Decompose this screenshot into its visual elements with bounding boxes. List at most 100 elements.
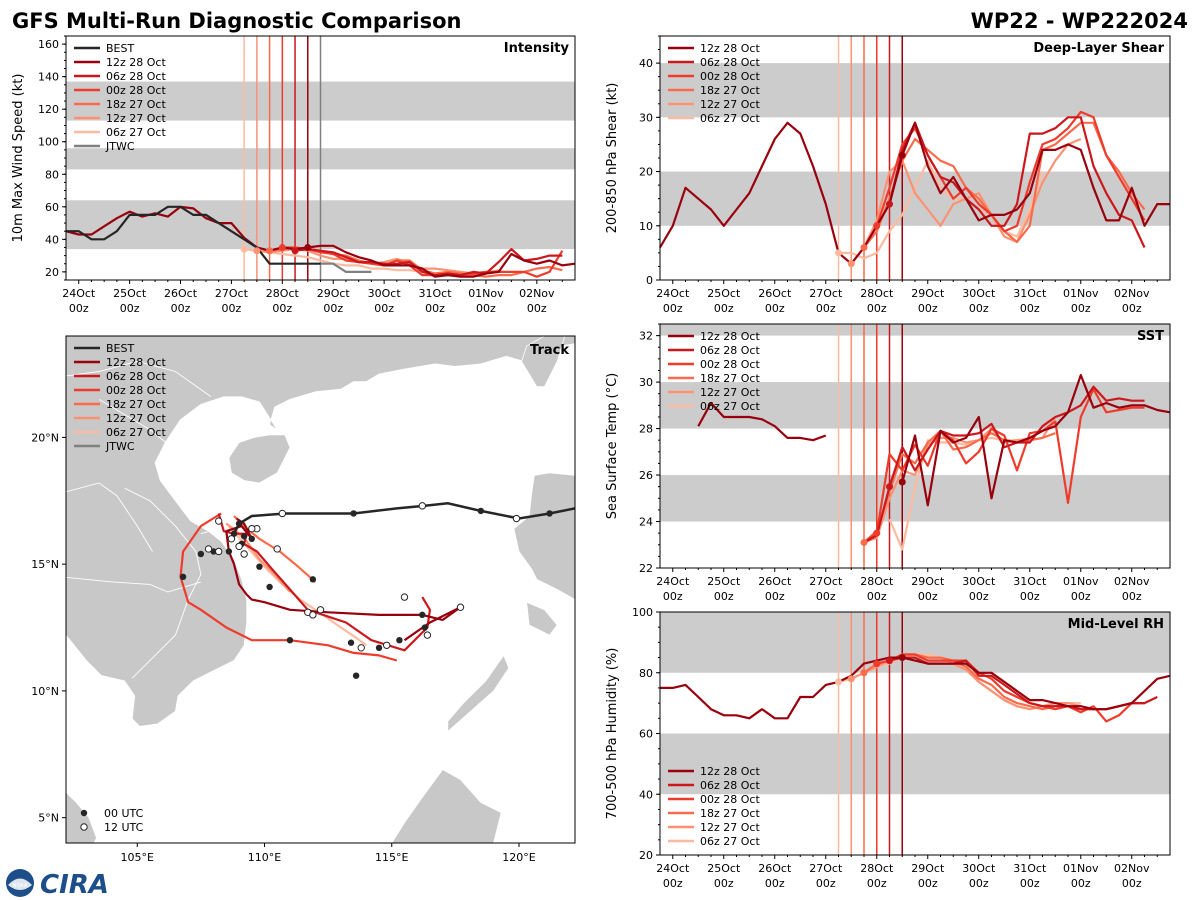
- init-point-marker: [835, 249, 842, 257]
- marker-00utc: [248, 535, 255, 542]
- x-tick-label: 02Nov: [1114, 862, 1150, 875]
- x-tick-label: 00z: [1071, 877, 1091, 890]
- init-point-marker: [860, 538, 868, 546]
- legend-label: 12z 27 Oct: [700, 821, 760, 834]
- x-tick-label: 01Nov: [1063, 287, 1099, 300]
- series-line: [863, 385, 1145, 544]
- legend-label: 06z 28 Oct: [700, 56, 760, 69]
- x-tick-label: 30Oct: [962, 287, 996, 300]
- legend-label: 12z 27 Oct: [700, 98, 760, 111]
- marker-12utc: [227, 535, 236, 543]
- init-point-marker: [847, 260, 855, 268]
- luzon-land-icon: [513, 472, 575, 601]
- marker-00utc: [235, 520, 243, 527]
- y-tick-label: 160: [38, 38, 59, 51]
- panel-title: Track: [530, 343, 569, 358]
- init-point-marker: [835, 678, 842, 686]
- legend-label: 12z 27 Oct: [106, 112, 166, 125]
- x-tick-label: 00z: [1020, 877, 1040, 890]
- y-tick-label: 24: [639, 516, 653, 529]
- x-tick-label: 00z: [663, 590, 683, 603]
- x-tick-label: 00z: [222, 302, 242, 315]
- storm-id-title: WP22 - WP222024: [971, 9, 1188, 33]
- y-tick-label: 20: [45, 266, 59, 279]
- shading-band: [660, 63, 1170, 118]
- y-tick-label: 0: [646, 274, 653, 287]
- marker-12utc: [456, 603, 465, 611]
- palawan-land-icon: [447, 654, 510, 733]
- y-tick-label: 28: [639, 423, 653, 436]
- series-line: [697, 401, 827, 442]
- x-tick-label: 02Nov: [1114, 575, 1150, 588]
- init-point-marker: [886, 483, 893, 491]
- marker-12utc: [423, 631, 432, 639]
- legend-label: 12z 28 Oct: [700, 42, 760, 55]
- init-point-marker: [860, 669, 868, 677]
- marker-00utc: [256, 563, 263, 570]
- x-tick-label: 00z: [1122, 590, 1142, 603]
- x-tick-label: 00z: [714, 590, 734, 603]
- init-point-marker: [898, 654, 906, 662]
- x-tick-label: 00z: [816, 877, 836, 890]
- shading-band: [660, 475, 1170, 522]
- cira-logo: NOAA CIRA: [6, 869, 109, 900]
- legend-label: 12z 28 Oct: [700, 330, 760, 343]
- jtwc-line: [320, 262, 372, 273]
- legend-label: BEST: [106, 342, 134, 355]
- y-tick-label: 20: [639, 849, 653, 862]
- legend-label: JTWC: [105, 140, 135, 153]
- x-tick-label: 31Oct: [1013, 862, 1047, 875]
- x-tick-label: 00z: [969, 590, 989, 603]
- x-tick-label: 25Oct: [113, 287, 147, 300]
- x-tick-label: 115°E: [375, 851, 408, 864]
- x-tick-label: 00z: [663, 302, 683, 315]
- panel-title: Deep-Layer Shear: [1033, 41, 1164, 56]
- y-tick-label: 80: [639, 667, 653, 680]
- y-tick-label: 15°N: [31, 558, 59, 571]
- axes-frame: [65, 335, 576, 844]
- init-point-marker: [873, 660, 881, 668]
- init-point-marker: [847, 675, 855, 683]
- marker-00utc: [197, 550, 205, 558]
- y-axis-label: 200-850 hPa Shear (kt): [605, 83, 620, 234]
- legend-label: 06z 27 Oct: [106, 426, 166, 439]
- x-tick-label: 00z: [918, 877, 938, 890]
- x-tick-label: 00z: [1122, 302, 1142, 315]
- x-tick-label: 01Nov: [1063, 575, 1099, 588]
- x-tick-label: 24Oct: [62, 287, 96, 300]
- x-tick-label: 00z: [120, 302, 140, 315]
- malay-land-icon: [66, 791, 97, 843]
- init-point-marker: [291, 247, 299, 255]
- y-tick-label: 30: [639, 376, 653, 389]
- marker-12utc: [512, 514, 521, 523]
- init-point-marker: [873, 222, 881, 230]
- legend-label: 12z 28 Oct: [106, 356, 166, 369]
- x-tick-label: 00z: [816, 302, 836, 315]
- x-tick-label: 00z: [918, 590, 938, 603]
- sst-panel: 22 24 26 28 30 32 24Oct 00z 25Oct 00z 26Oct 00z 27Oc…: [605, 323, 1171, 603]
- legend-label: 06z 28 Oct: [106, 370, 166, 383]
- country-border: [98, 399, 176, 451]
- marker-00utc: [347, 639, 355, 646]
- init-point-marker: [266, 247, 274, 255]
- shading-band: [660, 171, 1170, 226]
- legend-label: 18z 27 Oct: [700, 84, 760, 97]
- x-tick-label: 00z: [1020, 590, 1040, 603]
- x-tick-label: 31Oct: [1013, 287, 1047, 300]
- track-line: [233, 515, 317, 583]
- y-tick-label: 60: [45, 201, 59, 214]
- legend-label: 06z 28 Oct: [700, 344, 760, 357]
- legend-label: 12z 28 Oct: [700, 765, 760, 778]
- x-tick-label: 00z: [272, 302, 292, 315]
- x-tick-label: 27Oct: [809, 862, 843, 875]
- x-tick-label: 00z: [714, 877, 734, 890]
- init-point-marker: [873, 529, 881, 537]
- country-border: [66, 360, 212, 398]
- legend-label: 18z 27 Oct: [700, 372, 760, 385]
- country-border: [66, 576, 202, 593]
- legend-label: 00z 28 Oct: [106, 84, 166, 97]
- y-tick-label: 30: [639, 111, 653, 124]
- marker-00utc: [419, 611, 426, 619]
- x-tick-label: 31Oct: [419, 287, 453, 300]
